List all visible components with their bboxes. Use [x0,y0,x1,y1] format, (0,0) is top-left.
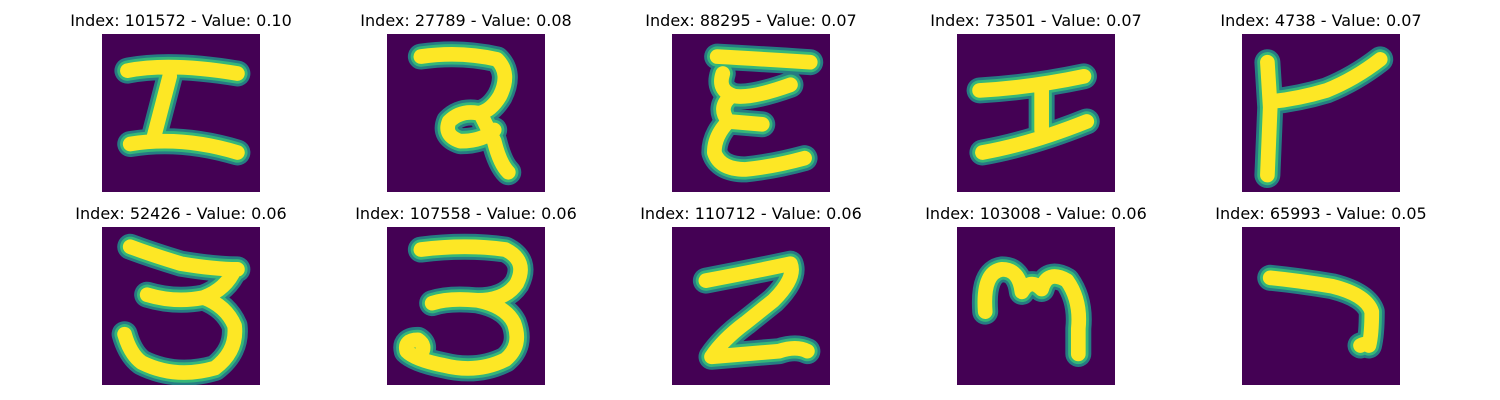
digit-stroke [413,47,516,180]
panel-title: Index: 107558 - Value: 0.06 [355,204,577,223]
panel-9: Index: 103008 - Value: 0.06 [896,202,1176,392]
panel-title: Index: 110712 - Value: 0.06 [640,204,862,223]
digit-image [387,227,545,385]
panel-title: Index: 65993 - Value: 0.05 [1215,204,1427,223]
panel-title: Index: 103008 - Value: 0.06 [925,204,1147,223]
panel-title: Index: 52426 - Value: 0.06 [75,204,287,223]
digit-image [102,227,260,385]
panel-8: Index: 110712 - Value: 0.06 [611,202,891,392]
panel-4: Index: 73501 - Value: 0.07 [896,9,1176,199]
digit-stroke [972,68,1095,160]
digit-image [102,34,260,192]
panel-2: Index: 27789 - Value: 0.08 [326,9,606,199]
digit-image [672,227,830,385]
digit-stroke [698,256,815,365]
panel-title: Index: 73501 - Value: 0.07 [930,11,1142,30]
panel-7: Index: 107558 - Value: 0.06 [326,202,606,392]
panel-title: Index: 88295 - Value: 0.07 [645,11,857,30]
digit-stroke [1260,52,1388,183]
panel-title: Index: 4738 - Value: 0.07 [1220,11,1422,30]
digit-image [1242,227,1400,385]
panel-5: Index: 4738 - Value: 0.07 [1181,9,1461,199]
digit-stroke [1262,270,1380,353]
digit-stroke [977,261,1087,362]
digit-image [957,34,1115,192]
digit-image [672,34,830,192]
digit-image [1242,34,1400,192]
digit-image [957,227,1115,385]
panel-1: Index: 101572 - Value: 0.10 [41,9,321,199]
panel-title: Index: 101572 - Value: 0.10 [70,11,292,30]
digit-image [387,34,545,192]
panel-title: Index: 27789 - Value: 0.08 [360,11,572,30]
digit-stroke [117,239,245,380]
panel-3: Index: 88295 - Value: 0.07 [611,9,891,199]
digit-stroke [120,59,245,160]
digit-stroke [398,239,528,376]
panel-6: Index: 52426 - Value: 0.06 [41,202,321,392]
panel-10: Index: 65993 - Value: 0.05 [1181,202,1461,392]
digit-stroke [706,49,818,177]
